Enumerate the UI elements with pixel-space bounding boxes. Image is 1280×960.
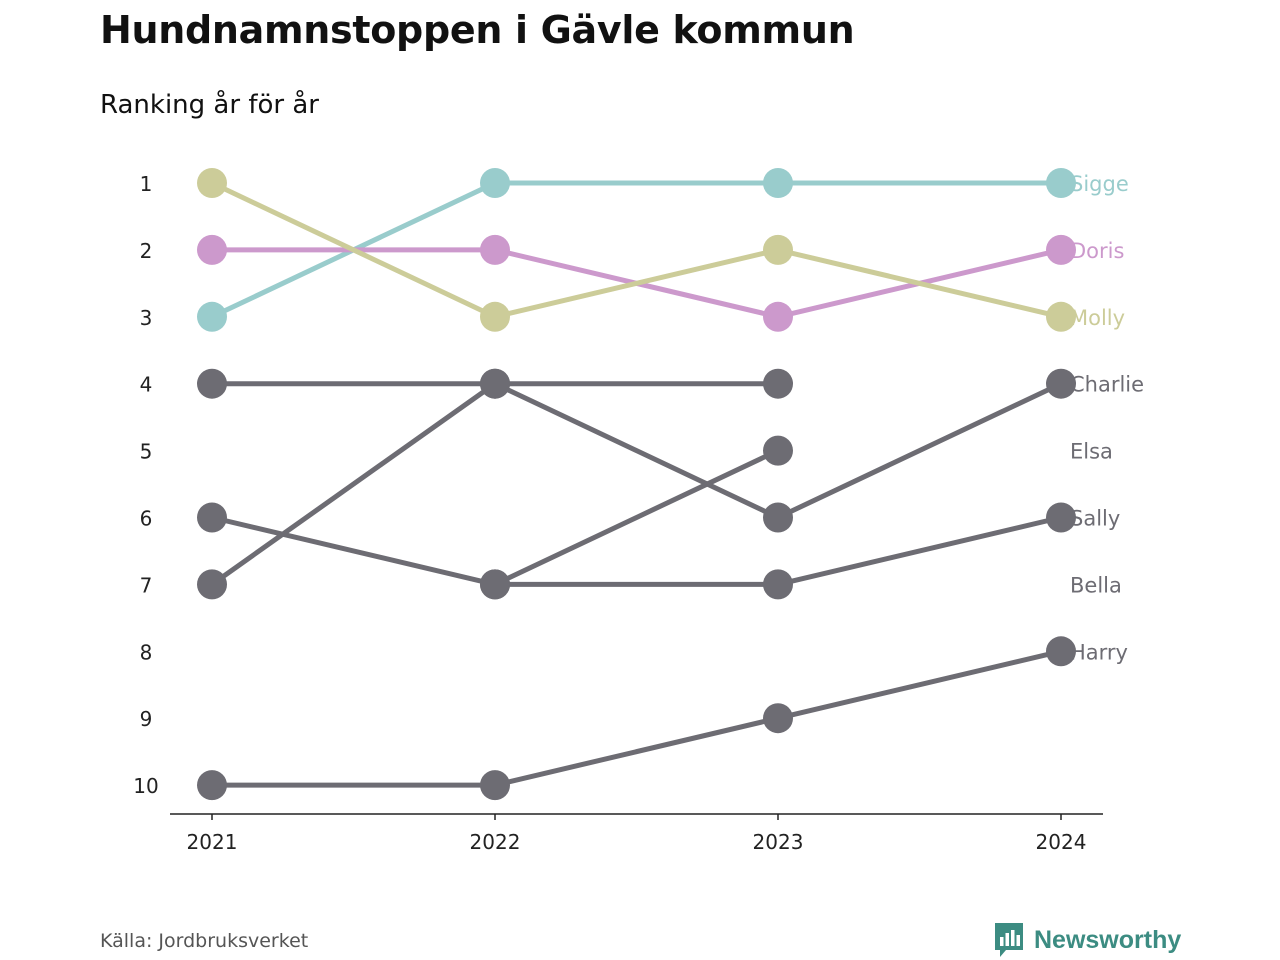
data-point-bella <box>480 368 510 399</box>
series-line-charlie <box>209 381 1064 587</box>
series-label-elsa: Elsa <box>1070 440 1113 464</box>
data-point-charlie <box>197 569 227 600</box>
data-point-harry <box>1046 636 1076 667</box>
brand-logo[interactable]: Newsworthy <box>994 922 1181 958</box>
data-point-molly <box>1046 301 1076 332</box>
data-point-bella <box>763 368 793 399</box>
y-tick-label: 1 <box>140 172 153 196</box>
data-point-bella <box>197 368 227 399</box>
y-tick-label: 10 <box>133 774 158 798</box>
data-point-molly <box>480 301 510 332</box>
data-point-charlie <box>1046 368 1076 399</box>
data-point-sigge <box>480 168 510 198</box>
x-tick-label: 2023 <box>753 830 804 854</box>
data-point-sally <box>1046 502 1076 533</box>
data-point-harry <box>763 703 793 734</box>
brand-name: Newsworthy <box>1034 925 1182 954</box>
data-point-charlie <box>763 502 793 533</box>
data-point-sigge <box>1046 168 1076 198</box>
data-point-doris <box>197 234 227 265</box>
data-point-sigge <box>197 301 227 332</box>
data-point-harry <box>197 770 227 801</box>
x-tick-label: 2022 <box>470 830 521 854</box>
source-note: Källa: Jordbruksverket <box>100 930 309 952</box>
data-point-elsa <box>763 435 793 466</box>
series-label-charlie: Charlie <box>1070 373 1144 397</box>
series-line-elsa <box>492 448 781 587</box>
y-tick-label: 6 <box>140 507 153 531</box>
series-label-harry: Harry <box>1070 640 1128 664</box>
data-point-sigge <box>763 168 793 198</box>
series-line-sally <box>209 515 1064 587</box>
y-tick-label: 9 <box>140 707 153 731</box>
data-point-doris <box>480 234 510 265</box>
data-point-sally <box>197 502 227 533</box>
y-tick-label: 8 <box>140 640 153 664</box>
data-point-molly <box>197 168 227 198</box>
series-label-bella: Bella <box>1070 573 1122 597</box>
data-point-sally <box>763 569 793 600</box>
y-tick-label: 3 <box>140 306 153 330</box>
series-label-doris: Doris <box>1070 239 1124 263</box>
chart-subtitle: Ranking år för år <box>100 90 319 120</box>
data-point-sally <box>480 569 510 600</box>
y-tick-label: 5 <box>140 440 153 464</box>
x-tick-label: 2021 <box>187 830 238 854</box>
series-label-sigge: Sigge <box>1070 172 1129 196</box>
data-point-doris <box>1046 234 1076 265</box>
y-tick-label: 4 <box>140 373 153 397</box>
series-line-harry <box>209 648 1064 788</box>
series-label-molly: Molly <box>1070 306 1125 330</box>
chart-title: Hundnamnstoppen i Gävle kommun <box>100 8 855 52</box>
x-tick-label: 2024 <box>1036 830 1087 854</box>
series-label-sally: Sally <box>1070 507 1120 531</box>
bar-chart-logo-icon <box>995 923 1023 957</box>
data-point-harry <box>480 770 510 801</box>
data-point-molly <box>763 234 793 265</box>
series-line-molly <box>209 180 1064 320</box>
data-point-doris <box>763 301 793 332</box>
y-tick-label: 7 <box>140 573 153 597</box>
y-tick-label: 2 <box>140 239 153 263</box>
